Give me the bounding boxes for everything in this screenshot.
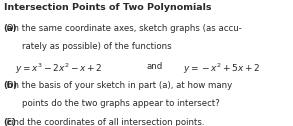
- Text: (c): (c): [4, 118, 16, 126]
- Text: $y = -x^2 + 5x + 2$: $y = -x^2 + 5x + 2$: [183, 62, 261, 76]
- Text: $y = x^3 - 2x^2 - x + 2$: $y = x^3 - 2x^2 - x + 2$: [15, 62, 102, 76]
- Text: Find the coordinates of all intersection points.: Find the coordinates of all intersection…: [4, 118, 204, 126]
- Text: On the basis of your sketch in part (a), at how many: On the basis of your sketch in part (a),…: [4, 81, 232, 90]
- Text: Intersection Points of Two Polynomials: Intersection Points of Two Polynomials: [4, 3, 211, 12]
- Text: (a): (a): [4, 24, 17, 33]
- Text: points do the two graphs appear to intersect?: points do the two graphs appear to inter…: [22, 99, 220, 108]
- Text: rately as possible) of the functions: rately as possible) of the functions: [22, 42, 172, 51]
- Text: and: and: [146, 62, 163, 71]
- Text: (b): (b): [4, 81, 18, 90]
- Text: On the same coordinate axes, sketch graphs (as accu-: On the same coordinate axes, sketch grap…: [4, 24, 241, 33]
